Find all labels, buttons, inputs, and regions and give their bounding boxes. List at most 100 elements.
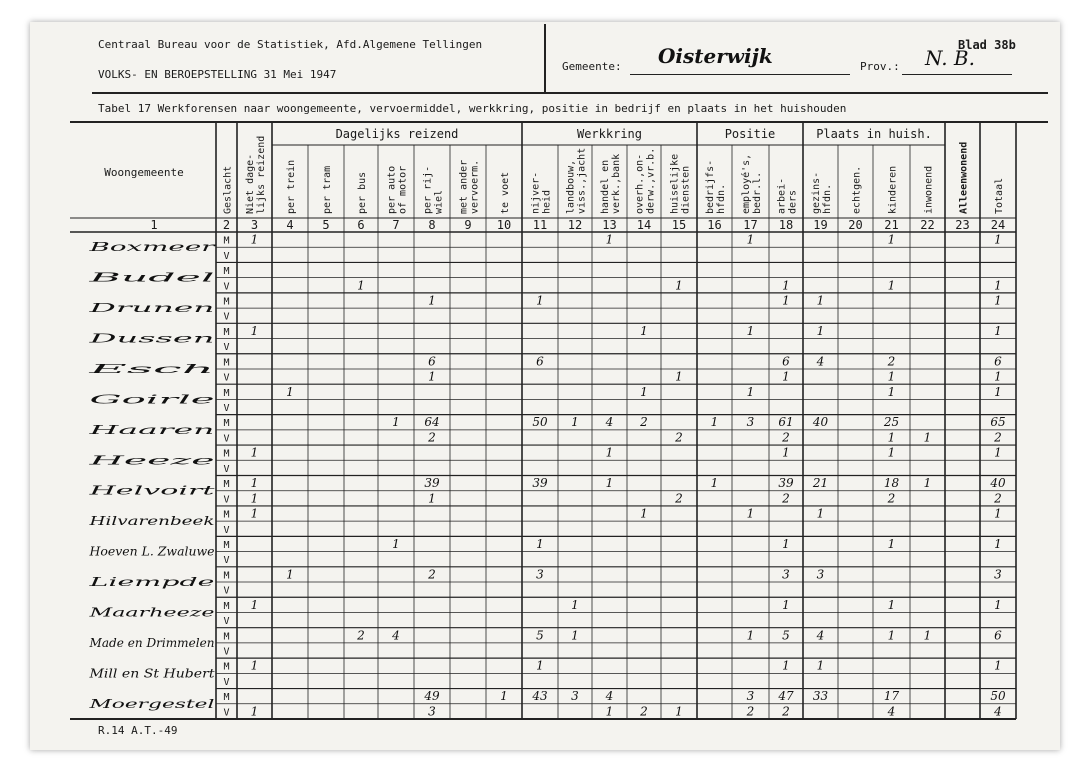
column-header: te voet xyxy=(500,172,511,214)
sex-label: V xyxy=(223,525,229,536)
column-header: per tram xyxy=(322,166,333,214)
sex-label: V xyxy=(223,281,229,292)
table-cell-value: 1 xyxy=(994,659,1002,673)
table-cell-value: 1 xyxy=(392,537,400,551)
table-cell-value: 1 xyxy=(675,704,683,718)
column-header: employé's, xyxy=(740,154,752,214)
table-cell-value: 2 xyxy=(887,354,896,368)
column-number: 4 xyxy=(286,218,293,232)
column-number: 17 xyxy=(743,218,757,232)
prov-value: N. B. xyxy=(925,46,975,70)
table-cell-value: 1 xyxy=(251,446,259,460)
column-number: 12 xyxy=(568,218,582,232)
table-cell-value: 1 xyxy=(711,476,719,490)
table-cell-value: 25 xyxy=(883,415,899,429)
column-header: nijver- xyxy=(531,172,542,214)
column-header: inwonend xyxy=(924,166,935,214)
row-woongemeente: Esch xyxy=(85,362,214,376)
table-cell-value: 1 xyxy=(817,324,825,338)
table-cell-value: 50 xyxy=(990,689,1006,703)
table-cell-value: 2 xyxy=(781,704,790,718)
table-cell-value: 4 xyxy=(816,628,825,642)
table-cell-value: 1 xyxy=(606,233,614,247)
table-cell-value: 1 xyxy=(994,507,1002,521)
column-header: Niet dage- xyxy=(245,154,256,214)
column-header: landbouw, xyxy=(566,160,577,214)
column-number: 13 xyxy=(602,218,616,232)
column-header: diensten xyxy=(681,166,692,214)
column-number: 3 xyxy=(251,218,258,232)
sex-label: V xyxy=(223,312,229,323)
table-cell-value: 1 xyxy=(640,324,648,338)
table-cell-value: 2 xyxy=(674,430,683,444)
table-cell-value: 1 xyxy=(924,476,932,490)
column-header: bedrijfs- xyxy=(705,160,716,214)
column-number: 24 xyxy=(991,218,1005,232)
row-woongemeente: Mill en St Hubert xyxy=(88,666,214,680)
sex-label: M xyxy=(223,449,229,460)
sex-label: V xyxy=(223,586,229,597)
table-cell-value: 43 xyxy=(531,689,548,703)
table-cell-value: 1 xyxy=(747,385,755,399)
table-cell-value: 1 xyxy=(747,233,755,247)
table-cell-value: 1 xyxy=(571,415,579,429)
table-cell-value: 3 xyxy=(817,567,825,581)
table-cell-value: 1 xyxy=(357,278,365,292)
column-number: 22 xyxy=(920,218,934,232)
sheet-number: Blad 38b xyxy=(958,38,1016,52)
table-cell-value: 1 xyxy=(428,370,436,384)
table-cell-value: 33 xyxy=(813,689,829,703)
column-number: 23 xyxy=(955,218,969,232)
table-cell-value: 1 xyxy=(251,233,259,247)
table-cell-value: 1 xyxy=(994,370,1002,384)
column-header: Totaal xyxy=(994,178,1005,214)
table-cell-value: 1 xyxy=(606,446,614,460)
table-cell-value: 17 xyxy=(884,689,900,703)
column-number: 10 xyxy=(497,218,511,232)
group-header-positie: Positie xyxy=(725,127,776,141)
column-header: lijks reizend xyxy=(256,136,267,214)
table-cell-value: 3 xyxy=(536,567,544,581)
table-cell-value: 1 xyxy=(782,659,790,673)
table-cell-value: 3 xyxy=(747,689,755,703)
table-cell-value: 3 xyxy=(428,704,436,718)
table-cell-value: 2 xyxy=(993,491,1002,505)
sex-label: M xyxy=(223,662,229,673)
row-woongemeente: Haaren xyxy=(87,423,215,437)
table-cell-value: 2 xyxy=(781,491,790,505)
table-cell-value: 1 xyxy=(994,385,1002,399)
sex-label: M xyxy=(223,540,229,551)
table-cell-value: 6 xyxy=(536,354,544,368)
column-number: 7 xyxy=(392,218,399,232)
table-cell-value: 6 xyxy=(428,354,436,368)
table-cell-value: 1 xyxy=(782,446,790,460)
row-woongemeente: Heeze xyxy=(86,453,214,467)
table-cell-value: 1 xyxy=(782,598,790,612)
sex-label: M xyxy=(223,479,229,490)
table-cell-value: 1 xyxy=(251,704,259,718)
column-header: overh.,on- xyxy=(635,154,646,214)
column-number: 6 xyxy=(357,218,364,232)
table-cell-value: 1 xyxy=(571,598,579,612)
column-number: 11 xyxy=(533,218,547,232)
table-title: Tabel 17 Werkforensen naar woongemeente,… xyxy=(98,102,847,115)
table-cell-value: 1 xyxy=(994,278,1002,292)
table-cell-value: 2 xyxy=(993,430,1002,444)
header-divider xyxy=(544,24,546,92)
form-code: R.14 A.T.-49 xyxy=(98,724,178,737)
sex-label: V xyxy=(223,707,229,718)
sex-label: V xyxy=(223,494,229,505)
sex-label: V xyxy=(223,677,229,688)
table-cell-value: 1 xyxy=(640,385,648,399)
table-cell-value: 1 xyxy=(711,415,719,429)
table-cell-value: 1 xyxy=(428,491,436,505)
table-cell-value: 1 xyxy=(640,507,648,521)
row-woongemeente: Hoeven L. Zwaluwe xyxy=(88,545,214,559)
table-cell-value: 1 xyxy=(782,537,790,551)
table-cell-value: 1 xyxy=(571,628,579,642)
table-cell-value: 1 xyxy=(994,233,1002,247)
table-cell-value: 1 xyxy=(675,370,683,384)
column-header: echtgen. xyxy=(852,166,863,214)
group-header-plaats: Plaats in huish. xyxy=(816,127,932,141)
table-cell-value: 1 xyxy=(747,507,755,521)
